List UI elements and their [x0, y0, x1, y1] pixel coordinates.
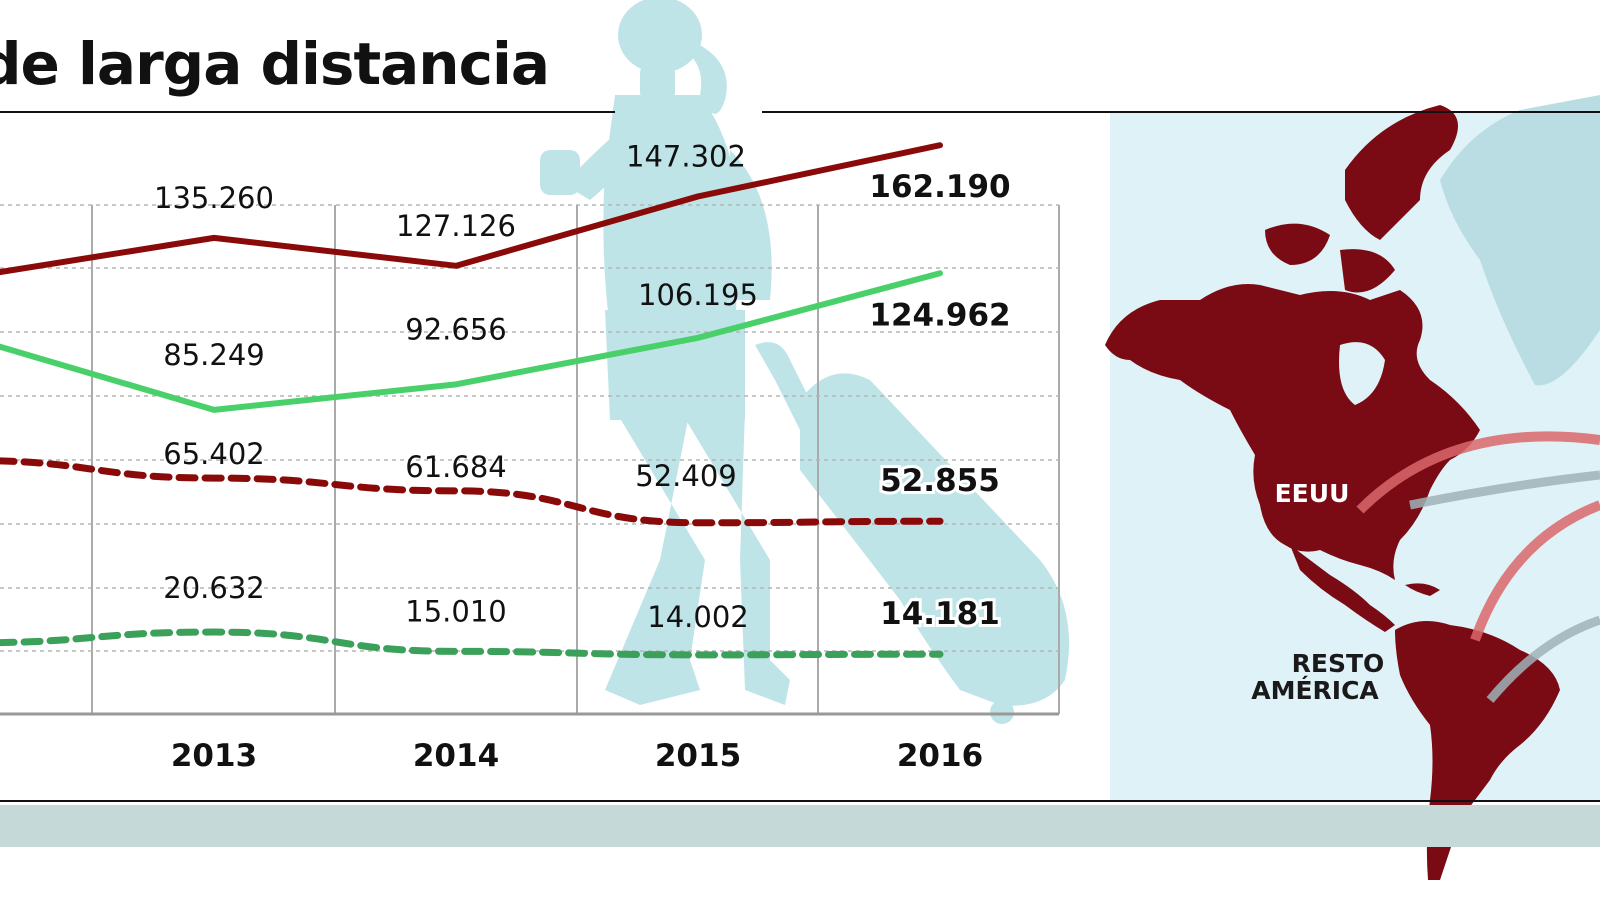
data-label: 85.249	[163, 338, 264, 372]
map-label-rest-line2: AMÉRICA	[1251, 676, 1379, 705]
data-label: 52.855	[880, 463, 1000, 499]
map-panel: EEUU RESTO AMÉRICA	[1105, 95, 1600, 880]
map-label-usa: EEUU	[1275, 479, 1350, 508]
x-tick-label: 2015	[655, 738, 741, 774]
data-label: 65.402	[163, 437, 264, 471]
data-label: 127.126	[396, 209, 516, 243]
map-label-rest-line1: RESTO	[1292, 649, 1385, 678]
series-line-4	[0, 628, 944, 659]
data-label: 147.302	[626, 139, 746, 173]
data-label: 14.181	[880, 596, 1000, 632]
data-label: 135.260	[154, 181, 274, 215]
data-label: 124.962	[869, 297, 1010, 333]
x-tick-label: 2014	[413, 738, 499, 774]
frame	[0, 111, 1600, 847]
data-label: 15.010	[405, 594, 506, 628]
chart-series	[0, 142, 944, 659]
chart-title: de larga distancia	[0, 30, 550, 98]
chart-x-axis: 22013201420152016	[171, 738, 983, 774]
footer-band	[0, 805, 1600, 847]
chart-data-labels: 11135.260127.126147.302162.1900785.24992…	[154, 139, 1014, 635]
data-label: 20.632	[163, 571, 264, 605]
flight-arcs-icon	[1356, 431, 1600, 703]
data-label: 61.684	[405, 450, 506, 484]
data-label: 14.002	[647, 600, 748, 634]
x-tick-label: 2016	[897, 738, 983, 774]
series-line-2	[0, 270, 943, 413]
series-line-3	[0, 457, 944, 527]
data-label: 162.190	[869, 169, 1010, 205]
series-line-1	[0, 142, 943, 276]
x-tick-label: 2013	[171, 738, 257, 774]
greenland-icon	[1440, 95, 1600, 386]
data-label: 92.656	[405, 312, 506, 346]
data-label: 52.409	[635, 459, 736, 493]
data-label: 106.195	[638, 278, 758, 312]
